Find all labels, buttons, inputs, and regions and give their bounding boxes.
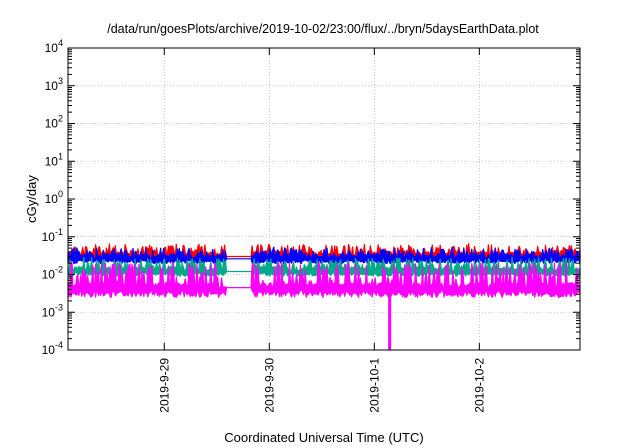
x-axis-label: Coordinated Universal Time (UTC) xyxy=(224,430,423,445)
y-tick-label: 101 xyxy=(45,151,63,168)
y-axis: 10-4 10-3 10-2 10-1 100 101 102 103 104 xyxy=(42,38,580,357)
x-tick-label: 2019-9-30 xyxy=(262,358,276,413)
x-axis: 2019-9-29 2019-9-30 2019-10-1 2019-10-2 xyxy=(157,48,486,413)
y-tick-label: 100 xyxy=(45,189,63,206)
y-tick-label: 102 xyxy=(45,114,63,131)
x-tick-label: 2019-10-1 xyxy=(367,358,381,413)
y-tick-label: 10-4 xyxy=(42,340,63,357)
grid xyxy=(68,48,580,350)
series-dropout xyxy=(388,287,392,350)
y-tick-label: 10-1 xyxy=(42,227,63,244)
y-tick-label: 10-3 xyxy=(42,302,63,319)
series-layer xyxy=(67,243,581,350)
y-tick-label: 103 xyxy=(45,76,63,93)
x-tick-label: 2019-9-29 xyxy=(157,358,171,413)
chart-title: /data/run/goesPlots/archive/2019-10-02/2… xyxy=(107,22,539,36)
y-tick-label: 10-2 xyxy=(42,265,63,282)
x-tick-label: 2019-10-2 xyxy=(472,358,486,413)
y-tick-label: 104 xyxy=(45,38,63,55)
y-axis-label: cGy/day xyxy=(24,175,39,223)
